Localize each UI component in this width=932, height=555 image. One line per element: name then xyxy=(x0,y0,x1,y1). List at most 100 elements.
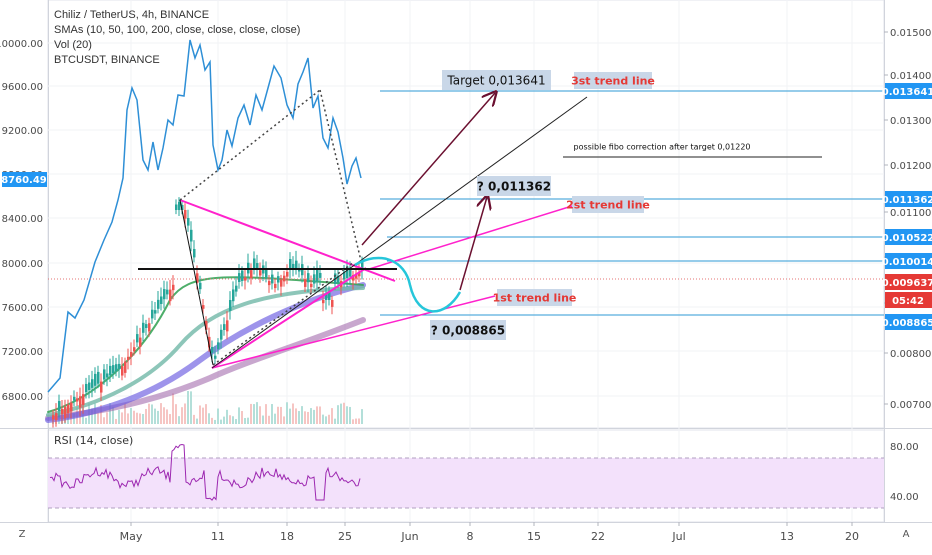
volume-indicator[interactable]: Vol (20) xyxy=(54,39,92,51)
annotation-box[interactable] xyxy=(430,320,506,340)
sma-line xyxy=(45,282,366,423)
time-tick-label: 25 xyxy=(338,530,352,543)
volume-bar xyxy=(241,411,243,424)
zoom-corner-label[interactable]: Z xyxy=(19,529,26,540)
btc-overlay-label[interactable]: BTCUSDT, BINANCE xyxy=(54,54,160,66)
right-price-value: 0.009637 xyxy=(882,278,932,289)
volume-bar xyxy=(199,405,201,424)
time-tick-label: 15 xyxy=(527,530,541,543)
candle-body xyxy=(199,282,202,290)
annotation-box[interactable] xyxy=(572,196,644,213)
annotation-text[interactable]: ? 0,008865 xyxy=(431,323,505,337)
annotation-box[interactable] xyxy=(442,70,551,90)
third-trend-line[interactable] xyxy=(211,96,588,369)
candle-body xyxy=(355,273,358,279)
forecast-path[interactable] xyxy=(354,256,462,313)
volume-bar xyxy=(229,415,231,424)
volume-bar xyxy=(127,413,129,424)
candle-body xyxy=(124,361,127,373)
volume-bar xyxy=(91,408,93,424)
rsi-title[interactable]: RSI (14, close) xyxy=(54,434,133,447)
candle-body xyxy=(343,271,346,280)
candle-body xyxy=(67,404,70,414)
volume-bar xyxy=(214,419,216,424)
legend: Chiliz / TetherUS, 4h, BINANCE SMAs (10,… xyxy=(54,8,300,68)
drawings[interactable] xyxy=(48,90,884,369)
left-axis-label: 10000.00 xyxy=(0,39,43,50)
candle-body xyxy=(79,396,82,408)
candle-body xyxy=(130,352,133,357)
volume-bar xyxy=(283,416,285,424)
right-price-value: 0.008865 xyxy=(882,318,932,329)
candle-body xyxy=(229,299,232,311)
axis-badges: 8760.49 0.013641 0.011362 0.010522 0.010014 0… xyxy=(1,83,932,330)
candle-body xyxy=(316,269,319,282)
right-price-badge xyxy=(885,314,932,330)
candle-body xyxy=(103,369,106,380)
intermediate-arrow[interactable] xyxy=(459,197,487,291)
candle-body xyxy=(223,324,226,330)
candle-body xyxy=(58,401,61,411)
volume-bar xyxy=(337,405,339,424)
volume-bar xyxy=(139,413,141,424)
volume-bar xyxy=(166,409,168,424)
candle-body xyxy=(325,294,328,300)
triangle-upper-line[interactable] xyxy=(179,199,396,282)
volume-bar xyxy=(142,414,144,424)
drop-line[interactable] xyxy=(179,199,214,366)
annotation-text[interactable]: Target 0,013641 xyxy=(446,73,545,87)
btc-overlay xyxy=(47,39,362,393)
target-arrow[interactable] xyxy=(361,93,495,246)
volume-bar xyxy=(217,408,219,424)
candle-body xyxy=(241,270,244,281)
left-axis-label: 8400.00 xyxy=(2,214,43,225)
annotation-box[interactable] xyxy=(477,176,551,196)
second-trend-line[interactable] xyxy=(365,205,573,271)
dotted-path[interactable] xyxy=(212,261,355,366)
candle-body xyxy=(337,275,340,283)
volume-bar xyxy=(322,414,324,424)
volume-bar xyxy=(271,404,273,424)
candle-body xyxy=(214,355,217,359)
right-price-badge xyxy=(885,229,932,245)
annotations[interactable]: Target 0,013641 3st trend line possible fi… xyxy=(430,70,751,340)
annotation-box[interactable] xyxy=(497,289,572,306)
right-axis-label: 0.007000 xyxy=(890,400,932,411)
candle-body xyxy=(220,329,223,340)
candle-body xyxy=(121,366,124,376)
annotation-text[interactable]: 2st trend line xyxy=(566,198,650,211)
annotation-text[interactable]: possible fibo correction after target 0,… xyxy=(573,142,750,151)
volume-bar xyxy=(163,407,165,424)
sma-indicator[interactable]: SMAs (10, 50, 100, 200, close, close, cl… xyxy=(54,24,301,36)
candle-body xyxy=(94,373,97,386)
auto-scale-label[interactable]: A xyxy=(903,529,910,540)
right-price-value: 0.011362 xyxy=(882,195,932,206)
annotation-text[interactable]: 1st trend line xyxy=(493,291,577,304)
annotation-text[interactable]: 3st trend line xyxy=(571,74,655,87)
volume-bar xyxy=(193,414,195,424)
volume-bar xyxy=(175,404,177,424)
volume-bar xyxy=(103,417,105,424)
volume-bar xyxy=(268,415,270,424)
right-price-value: 0.010014 xyxy=(882,257,932,268)
left-axis-label: 6800.00 xyxy=(2,392,43,403)
candle-body xyxy=(253,258,256,269)
volume-bar xyxy=(349,406,351,424)
btc-price-line xyxy=(47,39,362,393)
first-trend-line[interactable] xyxy=(211,295,496,369)
volume-bar xyxy=(313,409,315,424)
triangle-lower-line[interactable] xyxy=(211,267,367,369)
left-axis-label: 8000.00 xyxy=(2,259,43,270)
time-tick-label: Jun xyxy=(400,530,418,543)
left-axis-label: 9600.00 xyxy=(2,82,43,93)
annotation-box[interactable] xyxy=(574,72,652,89)
candle-body xyxy=(268,281,271,286)
annotation-text[interactable]: ? 0,011362 xyxy=(477,179,551,193)
symbol-title[interactable]: Chiliz / TetherUS, 4h, BINANCE xyxy=(54,9,210,21)
candle-body xyxy=(163,289,166,300)
left-axis-label: 7200.00 xyxy=(2,347,43,358)
